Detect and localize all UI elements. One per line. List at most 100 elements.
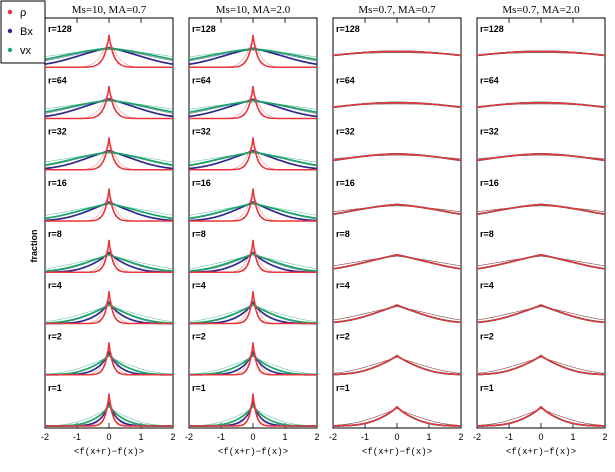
series-point-rho bbox=[105, 306, 108, 309]
row-label: r=64 bbox=[336, 75, 355, 85]
x-axis-label: <f(x+r)−f(x)> bbox=[362, 447, 432, 457]
series-thin-vx bbox=[332, 306, 462, 321]
row-r32: r=32 bbox=[44, 127, 174, 171]
series-point-rho bbox=[118, 320, 121, 323]
series-point-rho bbox=[253, 351, 256, 354]
series-point-rho bbox=[97, 62, 100, 65]
series-point-rho bbox=[110, 357, 113, 360]
series-point-rho bbox=[537, 408, 540, 411]
row-r64: r=64 bbox=[188, 75, 318, 120]
legend-label-bx: Bx bbox=[20, 26, 33, 38]
series-point-rho bbox=[254, 358, 257, 361]
series-point-rho bbox=[249, 48, 252, 51]
series-thin-rho bbox=[332, 154, 462, 160]
series-point-rho bbox=[105, 255, 108, 258]
series-point-rho bbox=[245, 59, 248, 61]
series-point-rho bbox=[101, 316, 104, 319]
row-r8: r=8 bbox=[476, 229, 606, 270]
series-point-rho bbox=[104, 414, 107, 417]
series-point-rho bbox=[113, 314, 116, 317]
series-point-rho bbox=[248, 104, 251, 107]
series-line-vx bbox=[188, 202, 318, 220]
series-point-rho bbox=[259, 319, 262, 322]
series-point-rho bbox=[113, 417, 116, 420]
series-point-rho bbox=[244, 267, 247, 270]
series-point-rho bbox=[100, 215, 103, 218]
series-point-rho bbox=[252, 85, 254, 88]
series-point-rho bbox=[100, 369, 103, 372]
series-point-rho bbox=[99, 217, 101, 219]
series-line-bx bbox=[44, 200, 174, 222]
series-point-rho bbox=[104, 155, 107, 158]
series-line-vx bbox=[44, 47, 174, 61]
series-thin-vx bbox=[332, 255, 462, 267]
series-point-rho bbox=[262, 114, 265, 117]
series-point-rho bbox=[115, 111, 118, 114]
series-thin-vx bbox=[44, 255, 174, 270]
series-point-rho bbox=[262, 321, 265, 323]
series-point-rho bbox=[262, 63, 265, 66]
series-thin-rho bbox=[189, 345, 317, 375]
series-point-rho bbox=[99, 319, 101, 322]
series-point-rho bbox=[118, 217, 121, 220]
series-point-rho bbox=[250, 145, 253, 148]
series-point-rho bbox=[253, 197, 256, 200]
series-point-rho bbox=[403, 412, 406, 414]
series-point-rho bbox=[249, 151, 252, 154]
series-line-rho bbox=[189, 342, 317, 376]
series-point-rho bbox=[252, 188, 254, 191]
row-label: r=1 bbox=[480, 383, 494, 393]
series-line-bx bbox=[332, 354, 462, 376]
row-r16: r=16 bbox=[476, 178, 606, 216]
series-point-rho bbox=[118, 372, 121, 374]
x-tick-label: 0 bbox=[106, 432, 111, 442]
series-point-rho bbox=[245, 162, 248, 164]
series-line-vx bbox=[476, 354, 606, 376]
legend: ρ Bx vx bbox=[0, 0, 46, 64]
series-point-rho bbox=[401, 410, 404, 413]
series-line-vx bbox=[188, 303, 318, 324]
series-point-rho bbox=[245, 420, 248, 423]
series-point-rho bbox=[533, 411, 536, 414]
row-r128: r=128 bbox=[332, 24, 462, 57]
series-thin-rho bbox=[45, 88, 173, 119]
x-tick-label: 1 bbox=[426, 432, 431, 442]
series-point-rho bbox=[101, 420, 104, 422]
series-point-rho bbox=[109, 403, 112, 405]
series-point-rho bbox=[257, 263, 260, 266]
panel-title: Ms=10, MA=2.0 bbox=[216, 4, 291, 16]
panels-group: Ms=10, MA=0.7 -2 -1 0 1 2 <f(x+r)−f(x)> r=128 r=… bbox=[41, 4, 608, 457]
series-point-rho bbox=[399, 409, 402, 412]
series-point-rho bbox=[110, 409, 113, 412]
series-point-rho bbox=[106, 145, 109, 148]
row-r8: r=8 bbox=[44, 229, 174, 274]
row-r16: r=16 bbox=[188, 178, 318, 222]
series-point-rho bbox=[104, 260, 107, 262]
row-label: r=64 bbox=[48, 75, 67, 85]
series-point-rho bbox=[101, 213, 104, 216]
series-line-vx bbox=[44, 99, 174, 113]
series-point-rho bbox=[115, 267, 118, 270]
x-tick-label: 1 bbox=[282, 432, 287, 442]
panel-title: Ms=0.7, MA=2.0 bbox=[502, 4, 580, 16]
series-line-vx bbox=[332, 354, 462, 376]
series-point-rho bbox=[102, 159, 105, 161]
series-point-rho bbox=[110, 151, 113, 154]
series-point-rho bbox=[246, 211, 249, 214]
series-point-rho bbox=[534, 410, 537, 413]
series-point-rho bbox=[114, 161, 117, 164]
series-point-rho bbox=[101, 57, 104, 60]
series-point-rho bbox=[402, 411, 405, 414]
panel-1: Ms=10, MA=0.7 -2 -1 0 1 2 <f(x+r)−f(x)> r=128 r=… bbox=[41, 4, 176, 457]
series-point-rho bbox=[243, 371, 245, 374]
series-point-rho bbox=[254, 203, 257, 206]
series-point-rho bbox=[104, 103, 107, 106]
series-point-rho bbox=[259, 60, 262, 63]
series-point-rho bbox=[115, 59, 118, 62]
row-label: r=2 bbox=[336, 332, 350, 342]
series-line-vx bbox=[476, 253, 606, 270]
series-point-rho bbox=[100, 267, 103, 270]
row-label: r=8 bbox=[336, 229, 350, 239]
series-line-vx bbox=[45, 404, 173, 427]
series-point-rho bbox=[254, 410, 257, 413]
